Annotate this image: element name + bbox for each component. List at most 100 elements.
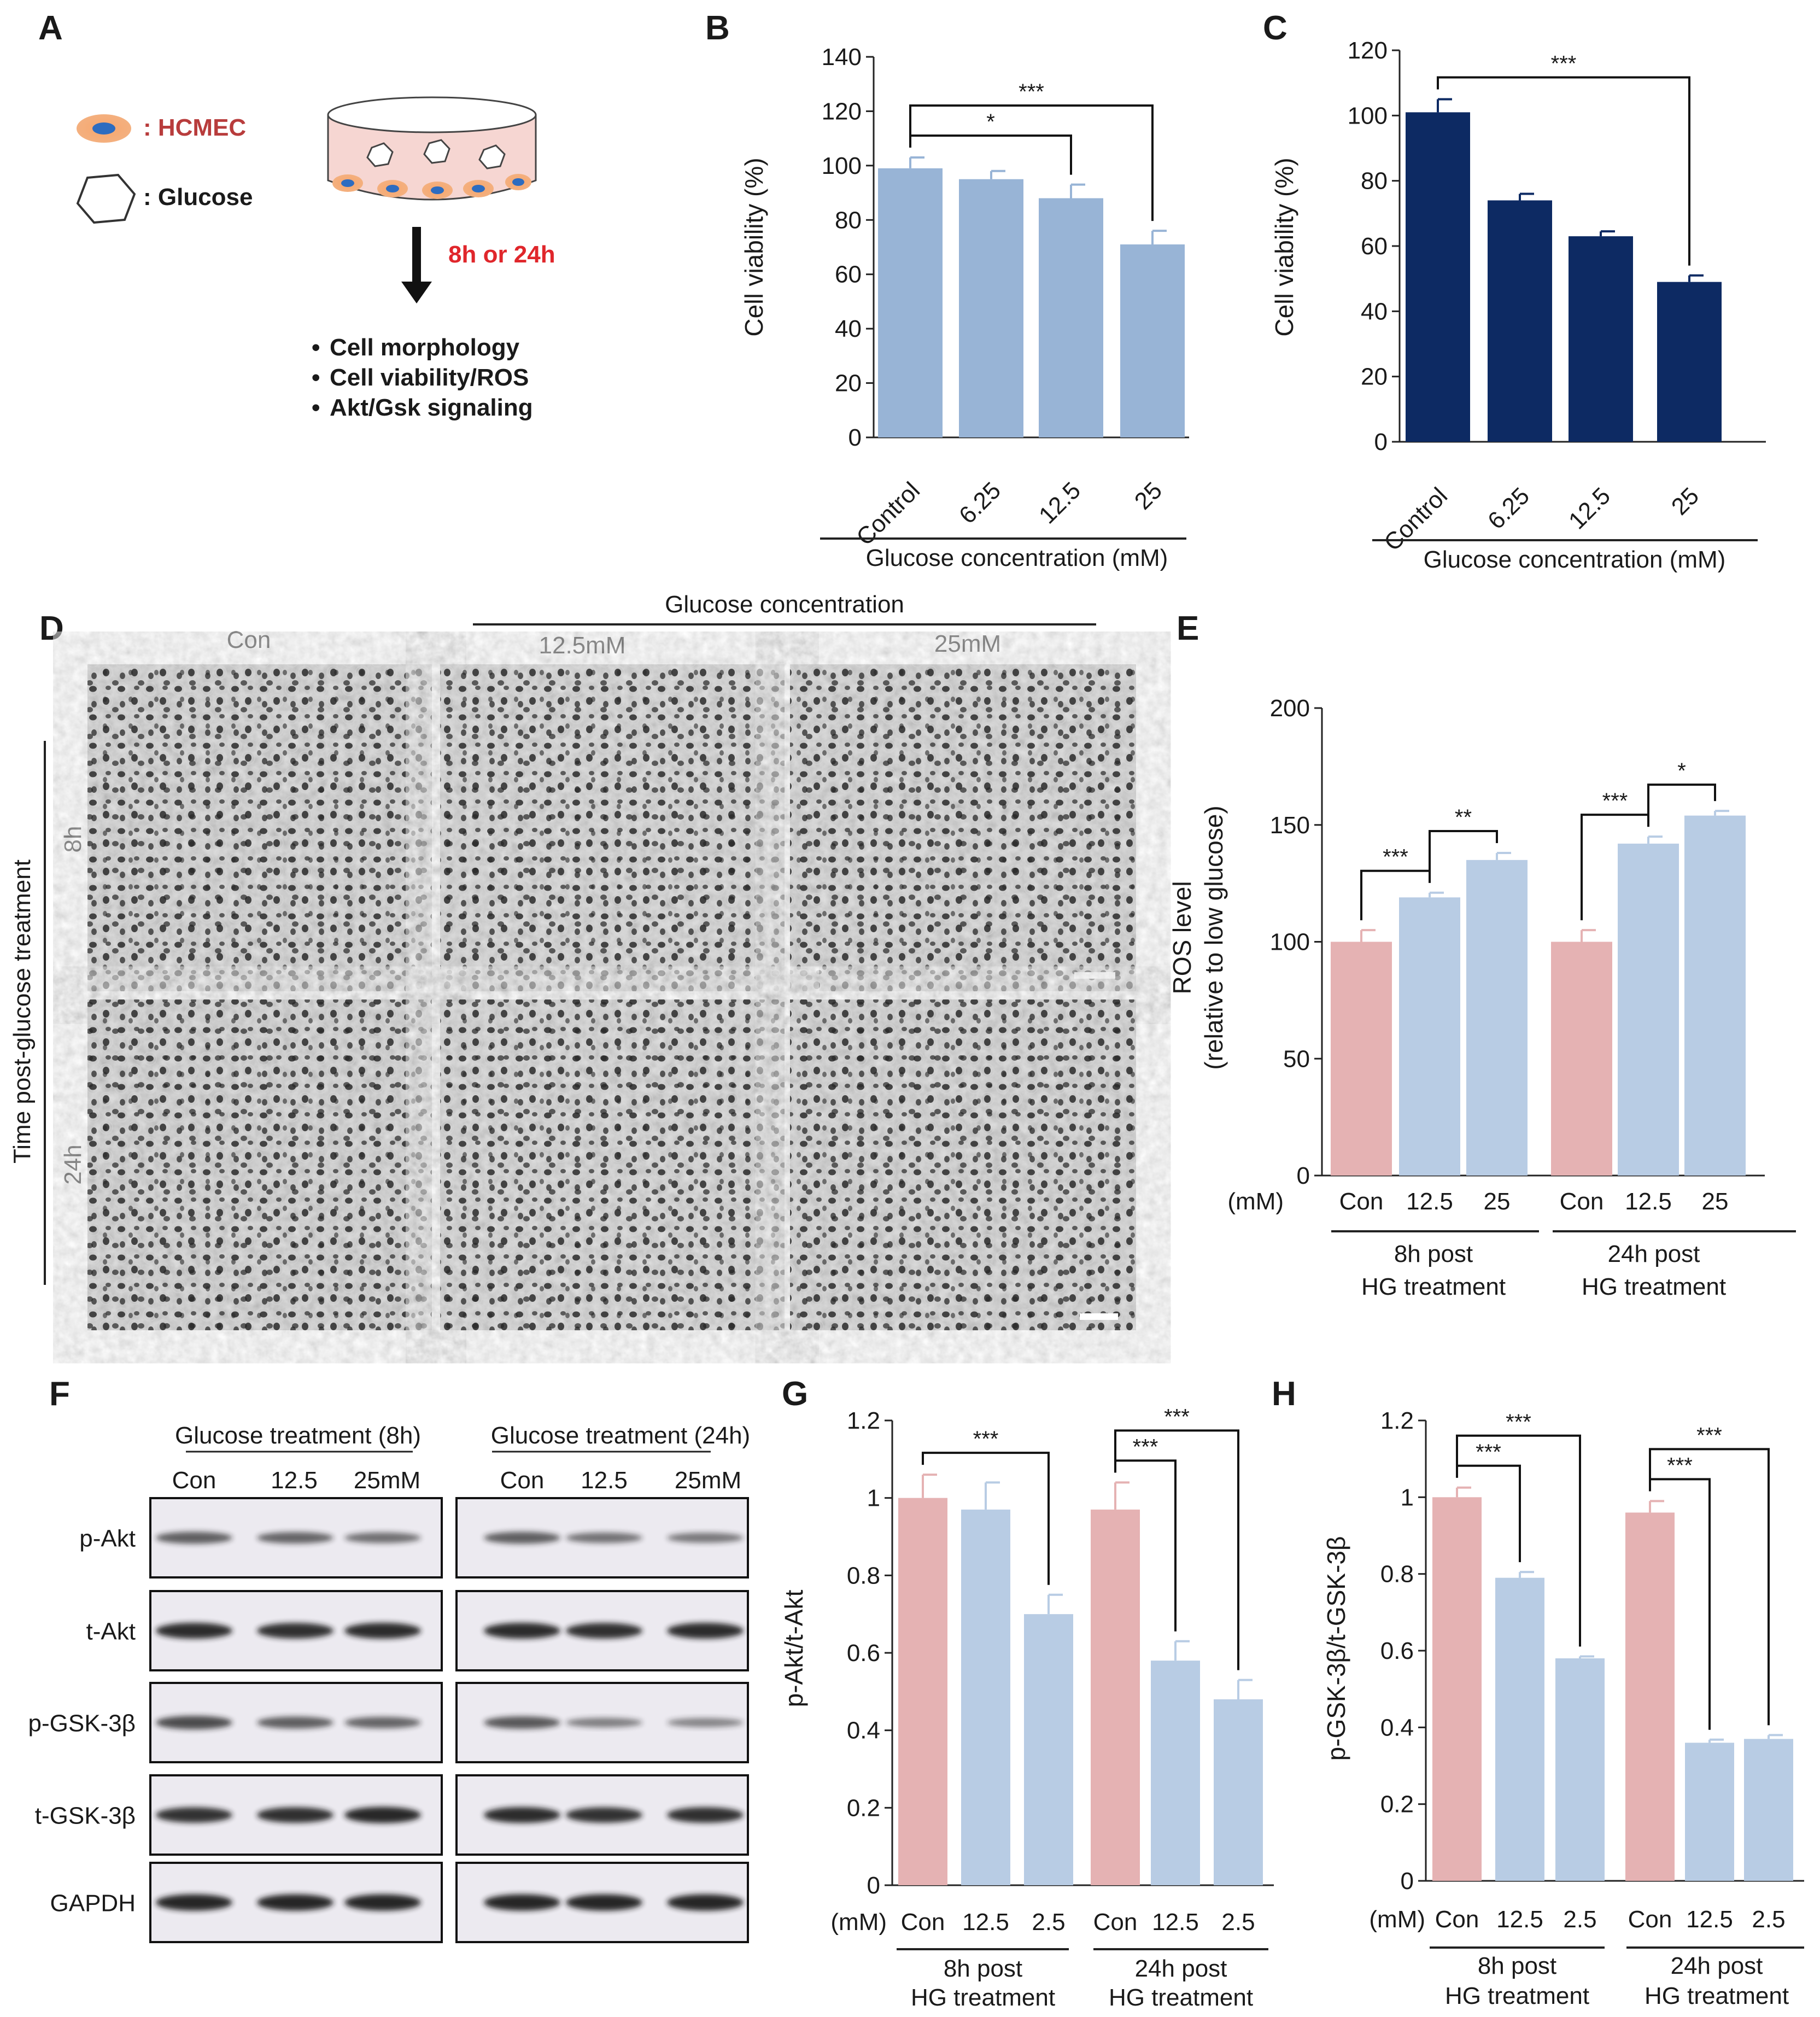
chart-e-unit: (mM) xyxy=(1227,1188,1284,1215)
significance-stars: *** xyxy=(1383,845,1408,869)
bar xyxy=(1625,1512,1675,1881)
blot-band xyxy=(156,1531,232,1544)
chart-h-pgsk-ratio: 0 0.2 0.4 0.6 0.8 1 1.2 p-GSK-3β/t-GSK-3β Con 12.… xyxy=(1322,1407,1804,1933)
y-tick-label: 100 xyxy=(822,153,862,179)
significance-stars: *** xyxy=(1667,1453,1693,1477)
f-lane-label: 12.5 xyxy=(581,1467,628,1494)
bar xyxy=(1618,843,1679,1176)
blot-band xyxy=(156,1716,232,1729)
y-axis-label: Cell viability (%) xyxy=(1270,157,1298,336)
x-tick-label: Con xyxy=(1560,1188,1604,1215)
chart-g-group-8h-l1: 8h post xyxy=(944,1955,1022,1982)
significance-bracket xyxy=(1456,1434,1581,1647)
x-tick-label: Con xyxy=(1628,1906,1672,1933)
significance-stars: *** xyxy=(1696,1423,1722,1447)
significance-stars: *** xyxy=(973,1427,999,1451)
significance-stars: *** xyxy=(1476,1440,1501,1464)
panel-label-e: E xyxy=(1177,610,1199,647)
d-side-label: Time post-glucose treatment xyxy=(9,860,36,1164)
blot-band xyxy=(344,1622,421,1639)
bar xyxy=(898,1498,947,1885)
bullet-dot-1: • xyxy=(312,334,320,361)
x-tick-label: 25 xyxy=(1666,482,1704,520)
f-band-label: t-Akt xyxy=(86,1618,136,1645)
f-band-label: p-Akt xyxy=(79,1525,136,1552)
significance-bracket xyxy=(1647,784,1716,827)
blot-band xyxy=(484,1716,560,1729)
y-tick-label: 60 xyxy=(1361,233,1388,260)
d-col-12-5: 12.5mM xyxy=(539,632,626,659)
x-tick-label: 12.5 xyxy=(962,1909,1009,1936)
glucose-hexagon-icon xyxy=(76,173,136,224)
chart-e-ros-level: 0 50 100 150 200 ROS level (relative to low gl… xyxy=(1168,695,1765,1215)
chart-c-cell-viability-24h: 0 20 40 60 80 100 120 Cell viability (%) Control… xyxy=(1270,37,1766,556)
time-label: 8h or 24h xyxy=(448,241,555,268)
bar xyxy=(1432,1497,1482,1881)
y-tick-label: 0 xyxy=(1374,429,1388,455)
y-tick-label: 80 xyxy=(835,207,862,233)
blot-band xyxy=(257,1807,333,1823)
panel-label-c: C xyxy=(1263,9,1288,47)
f-lane-label: Con xyxy=(172,1467,216,1494)
chart-h-group-8h-l1: 8h post xyxy=(1478,1952,1556,1979)
micrograph-con-24h xyxy=(87,999,432,1330)
d-top-label: Glucose concentration xyxy=(665,591,904,618)
blot-band xyxy=(156,1894,232,1911)
f-band-label: t-GSK-3β xyxy=(35,1803,136,1829)
y-tick-label: 1 xyxy=(867,1485,880,1512)
y-tick-label: 0.6 xyxy=(847,1640,880,1667)
bar xyxy=(961,1509,1010,1885)
significance-bracket xyxy=(922,1452,1050,1585)
y-tick-label: 0.2 xyxy=(1380,1791,1414,1818)
panel-a-schematic: : HCMEC : Glucose 8h or 24h • Cell morph… xyxy=(76,96,555,421)
blot-band xyxy=(566,1894,642,1911)
chart-e-group-24h-l2: HG treatment xyxy=(1582,1273,1726,1300)
significance-bracket xyxy=(1429,830,1498,883)
significance-stars: *** xyxy=(1506,1410,1531,1434)
blot-band xyxy=(257,1716,333,1729)
f-lane-label: 25mM xyxy=(354,1467,420,1494)
significance-stars: *** xyxy=(1602,789,1628,813)
blot-band xyxy=(484,1806,560,1823)
blot-band xyxy=(156,1622,232,1639)
chart-e-group-24h-l1: 24h post xyxy=(1608,1241,1700,1267)
micrograph-con-8h xyxy=(87,664,432,991)
blot-band xyxy=(257,1894,333,1911)
chart-g-unit: (mM) xyxy=(830,1909,887,1936)
x-tick-label: 25 xyxy=(1484,1188,1511,1215)
blot-band xyxy=(344,1894,421,1911)
chart-e-group-8h-l2: HG treatment xyxy=(1361,1273,1506,1300)
significance-bracket xyxy=(1114,1429,1239,1670)
bar xyxy=(1406,112,1470,442)
chart-e-group-8h-l1: 8h post xyxy=(1394,1241,1473,1267)
chart-c-xlabel: Glucose concentration (mM) xyxy=(1424,546,1726,573)
blot-band xyxy=(484,1531,560,1544)
panel-label-b: B xyxy=(705,9,730,47)
blot-band xyxy=(566,1532,642,1544)
micrograph-25-24h xyxy=(790,999,1136,1330)
blot-band xyxy=(484,1894,560,1911)
y-tick-label: 0 xyxy=(867,1872,880,1899)
y-axis-label: Cell viability (%) xyxy=(740,157,768,336)
legend-glucose-label: : Glucose xyxy=(143,184,253,211)
x-tick-label: 12.5 xyxy=(1625,1188,1672,1215)
blot-band xyxy=(156,1807,232,1823)
x-tick-label: 12.5 xyxy=(1406,1188,1453,1215)
panel-f-western-blot: Glucose treatment (8h) Glucose treatment… xyxy=(28,1422,750,1943)
bar xyxy=(1488,200,1552,442)
y-tick-label: 0.8 xyxy=(1380,1561,1414,1588)
y-tick-label: 0.4 xyxy=(1380,1714,1414,1741)
y-tick-label: 200 xyxy=(1270,695,1310,722)
y-tick-label: 120 xyxy=(822,98,862,125)
bar xyxy=(1024,1614,1073,1885)
panel-d-micrographs: Glucose concentration Con 12.5mM 25mM Ti… xyxy=(9,591,1136,1330)
bar xyxy=(1151,1661,1200,1885)
y-tick-label: 0.2 xyxy=(847,1794,880,1821)
y-tick-label: 100 xyxy=(1348,102,1388,129)
f-lane-label: 12.5 xyxy=(271,1467,318,1494)
y-tick-label: 1 xyxy=(1401,1484,1414,1511)
down-arrow-icon xyxy=(401,227,432,303)
y-tick-label: 1.2 xyxy=(1380,1407,1414,1434)
bar xyxy=(1551,942,1612,1176)
micrograph-25-8h xyxy=(790,664,1136,991)
